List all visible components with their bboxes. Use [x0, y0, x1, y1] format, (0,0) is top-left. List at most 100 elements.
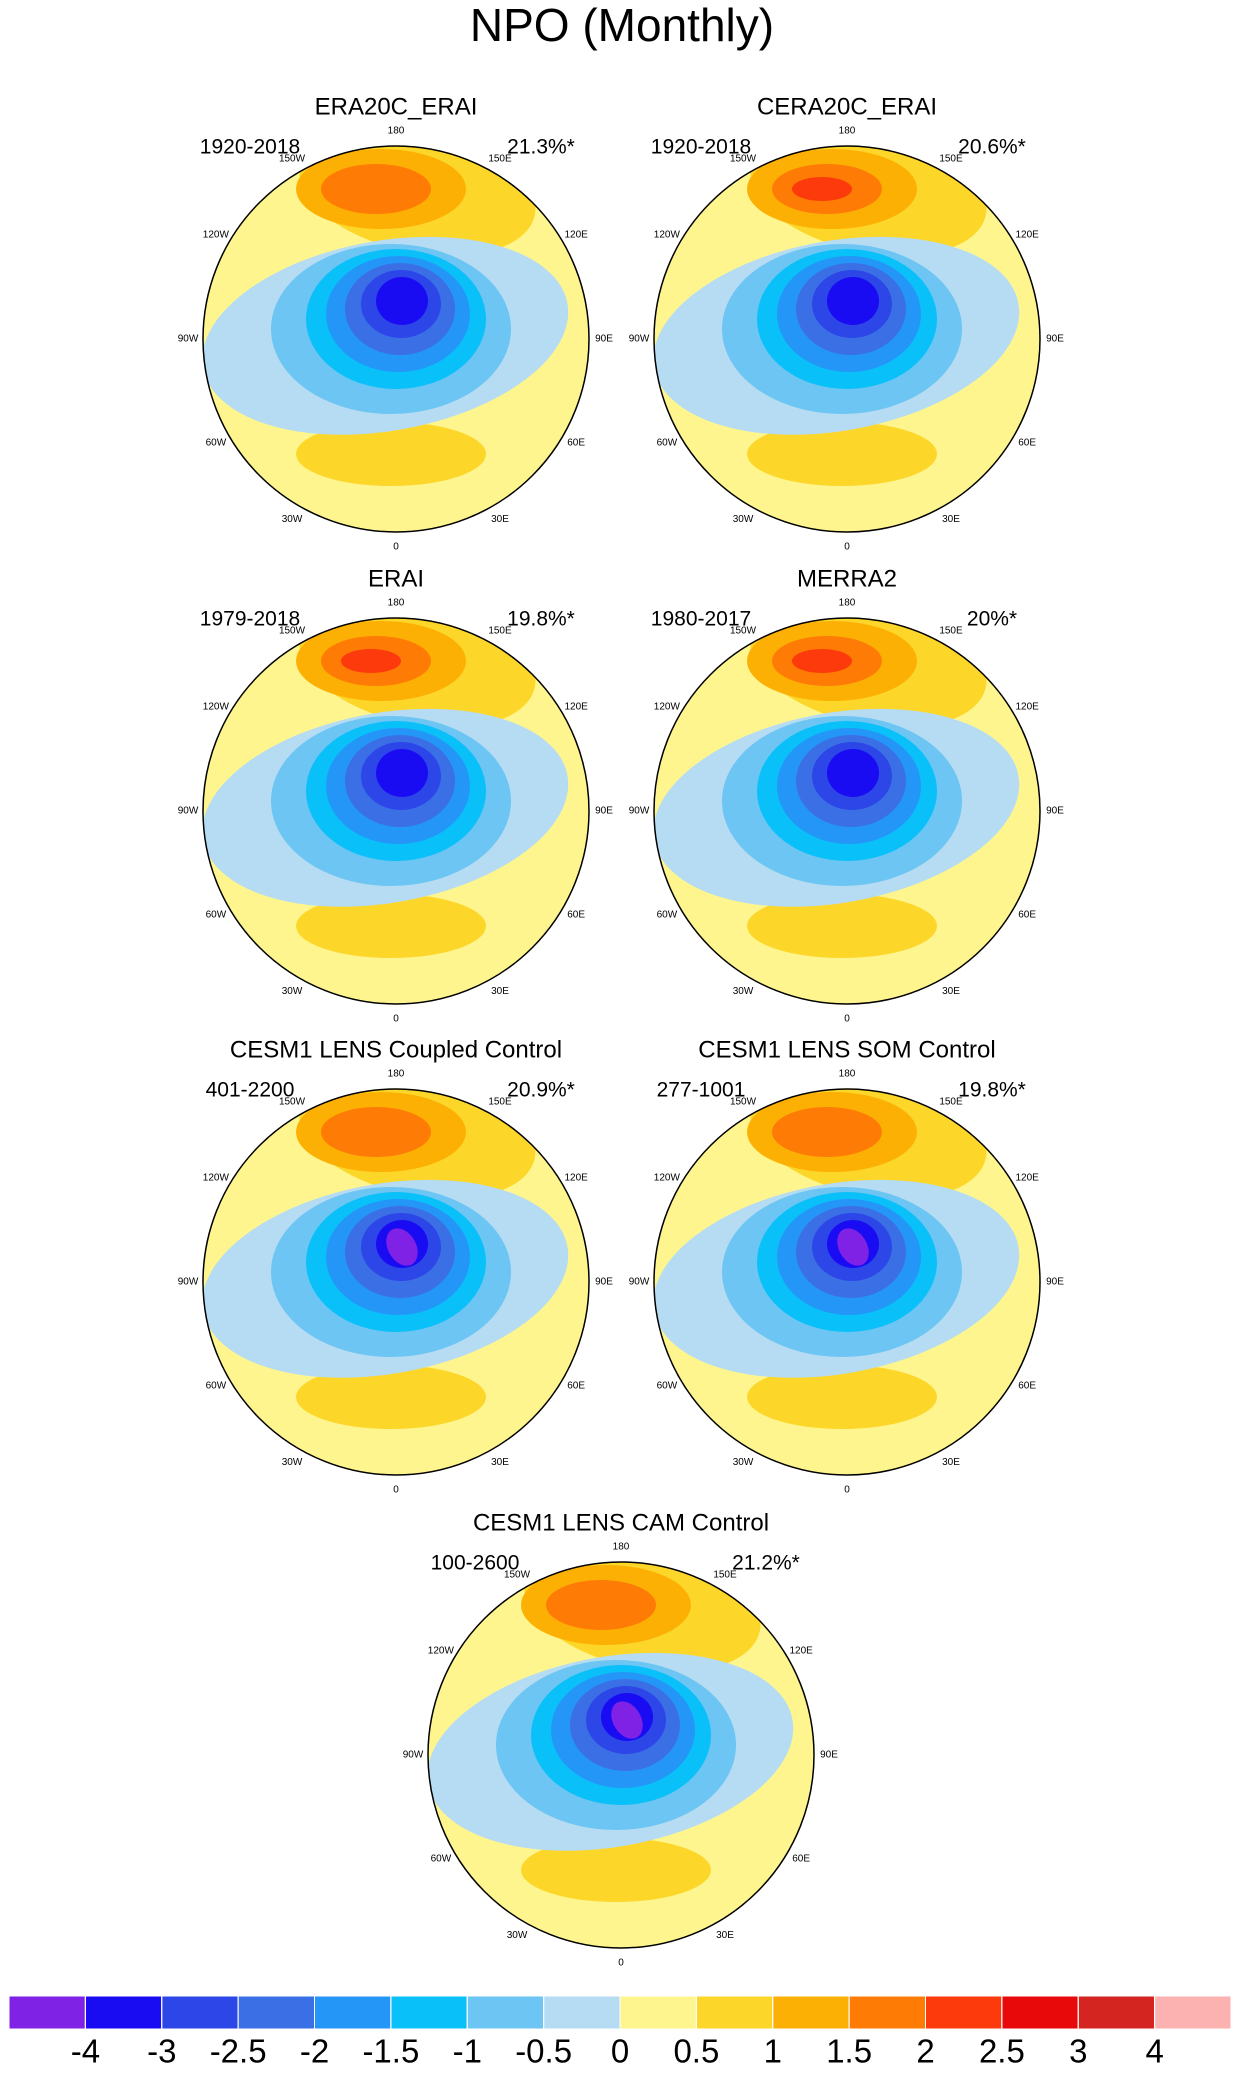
- map-border: [202, 617, 590, 1005]
- map-border: [427, 1561, 815, 1949]
- map-border: [202, 1088, 590, 1476]
- longitude-label: 150W: [279, 154, 306, 165]
- colorbar-label: 1: [764, 2033, 782, 2070]
- longitude-label: 120E: [564, 1173, 588, 1184]
- panel-variance: 20.6%*: [958, 136, 1026, 159]
- longitude-label: 60W: [206, 1381, 227, 1392]
- longitude-label: 90W: [178, 334, 199, 345]
- colorbar-box: [1154, 1995, 1232, 2030]
- longitude-label: 0: [393, 542, 399, 553]
- panel-title: CESM1 LENS CAM Control: [473, 1509, 769, 1536]
- contour: [321, 164, 431, 214]
- longitude-label: 150E: [939, 1097, 963, 1108]
- panel-period: 401-2200: [206, 1079, 295, 1102]
- contour: [376, 277, 428, 325]
- longitude-label: 150E: [939, 626, 963, 637]
- colorbar-label: -2: [300, 2033, 329, 2070]
- longitude-label: 120E: [1015, 230, 1039, 241]
- map: [203, 146, 589, 532]
- longitude-label: 60E: [1018, 1381, 1036, 1392]
- contour: [611, 1701, 643, 1739]
- contour: [521, 1838, 711, 1902]
- colorbar-label: -4: [71, 2033, 100, 2070]
- colorbar-box: [8, 1995, 86, 2030]
- colorbar-box: [161, 1995, 239, 2030]
- colorbar-label: -3: [147, 2033, 176, 2070]
- map-border: [653, 617, 1041, 1005]
- longitude-label: 30E: [942, 986, 960, 997]
- longitude-label: 120W: [654, 1173, 681, 1184]
- colorbar-label: 2: [916, 2033, 934, 2070]
- colorbar-box: [619, 1995, 697, 2030]
- longitude-label: 120W: [203, 702, 230, 713]
- longitude-label: 150W: [279, 1097, 306, 1108]
- longitude-label: 180: [388, 598, 405, 609]
- colorbar-box: [237, 1995, 315, 2030]
- longitude-label: 90E: [1046, 806, 1064, 817]
- panel-variance: 19.8%*: [507, 608, 575, 631]
- longitude-label: 90E: [820, 1750, 838, 1761]
- map: [428, 1562, 814, 1948]
- contour: [792, 177, 852, 201]
- longitude-label: 120W: [428, 1646, 455, 1657]
- longitude-label: 0: [618, 1958, 624, 1969]
- colorbar-label: 1.5: [826, 2033, 872, 2070]
- map-border: [653, 145, 1041, 533]
- longitude-label: 180: [613, 1542, 630, 1553]
- colorbar-label: -0.5: [515, 2033, 572, 2070]
- longitude-label: 0: [844, 542, 850, 553]
- longitude-label: 90W: [403, 1750, 424, 1761]
- contour: [296, 894, 486, 958]
- panel-variance: 21.3%*: [507, 136, 575, 159]
- longitude-label: 150W: [504, 1570, 531, 1581]
- colorbar-label: -1.5: [362, 2033, 419, 2070]
- longitude-label: 60W: [431, 1854, 452, 1865]
- panel-title: CERA20C_ERAI: [757, 93, 937, 120]
- longitude-label: 180: [839, 1069, 856, 1080]
- colorbar-label: 2.5: [979, 2033, 1025, 2070]
- contour: [296, 1365, 486, 1429]
- longitude-label: 30W: [733, 986, 754, 997]
- colorbar-label: -2.5: [210, 2033, 267, 2070]
- longitude-label: 60W: [206, 910, 227, 921]
- longitude-label: 120W: [203, 1173, 230, 1184]
- longitude-label: 150W: [730, 626, 757, 637]
- map: [654, 146, 1040, 532]
- longitude-label: 60E: [1018, 438, 1036, 449]
- contour: [747, 894, 937, 958]
- longitude-label: 90E: [595, 334, 613, 345]
- contour: [837, 1228, 869, 1266]
- panel-period: 100-2600: [431, 1552, 520, 1575]
- figure-title: NPO (Monthly): [470, 0, 774, 51]
- longitude-label: 150W: [279, 626, 306, 637]
- longitude-label: 30E: [716, 1930, 734, 1941]
- longitude-label: 60E: [567, 910, 585, 921]
- colorbar-box: [848, 1995, 926, 2030]
- longitude-label: 90W: [178, 1277, 199, 1288]
- longitude-label: 30W: [282, 1457, 303, 1468]
- longitude-label: 60E: [567, 438, 585, 449]
- longitude-label: 90E: [595, 1277, 613, 1288]
- colorbar-label: -1: [453, 2033, 482, 2070]
- longitude-label: 60W: [657, 438, 678, 449]
- colorbar-box: [772, 1995, 850, 2030]
- longitude-label: 60E: [567, 1381, 585, 1392]
- longitude-label: 60W: [206, 438, 227, 449]
- longitude-label: 30E: [491, 514, 509, 525]
- longitude-label: 180: [388, 1069, 405, 1080]
- panel-title: MERRA2: [797, 565, 897, 592]
- contour: [321, 1107, 431, 1157]
- map: [203, 1089, 589, 1475]
- longitude-label: 60E: [1018, 910, 1036, 921]
- contour: [747, 1365, 937, 1429]
- colorbar-label: 0.5: [673, 2033, 719, 2070]
- colorbar-box: [1001, 1995, 1079, 2030]
- map: [654, 618, 1040, 1004]
- longitude-label: 90E: [1046, 334, 1064, 345]
- longitude-label: 150E: [939, 154, 963, 165]
- panel-title: ERAI: [368, 565, 424, 592]
- contour: [792, 649, 852, 673]
- longitude-label: 60W: [657, 910, 678, 921]
- panel-variance: 20.9%*: [507, 1079, 575, 1102]
